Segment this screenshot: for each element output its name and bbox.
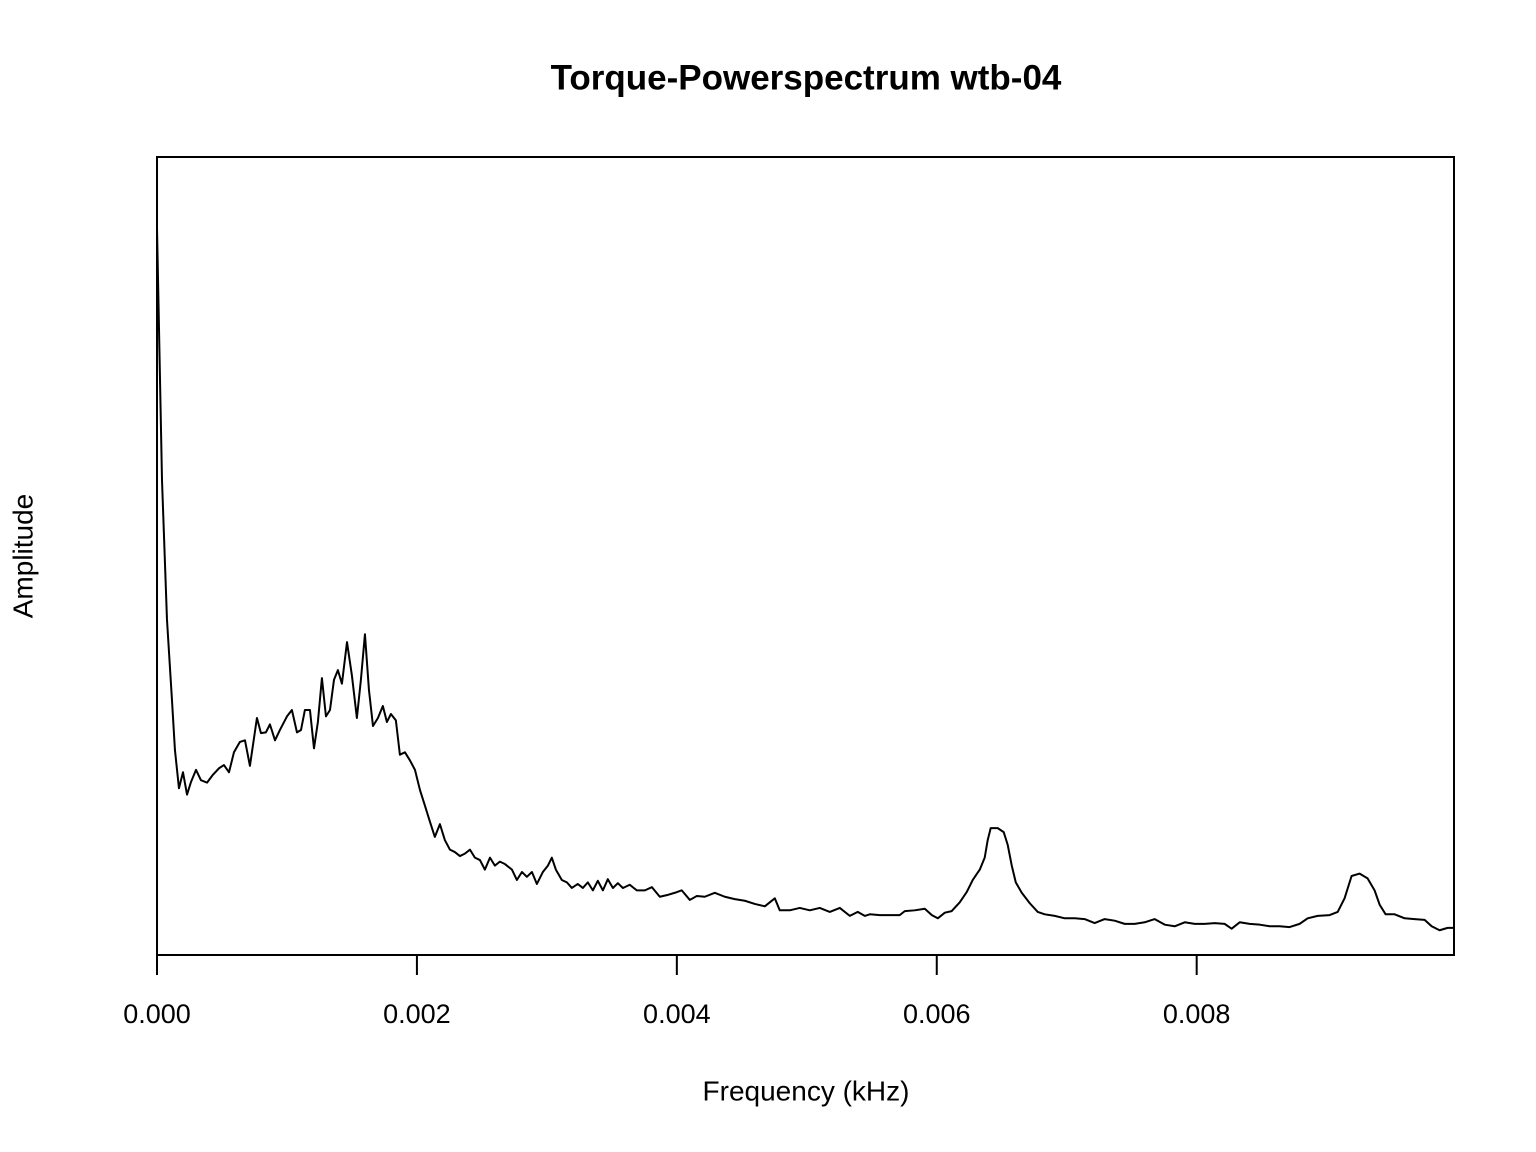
x-tick-label: 0.008	[1163, 999, 1231, 1029]
x-axis-label: Frequency (kHz)	[703, 1075, 910, 1106]
y-axis-label: Amplitude	[7, 494, 38, 619]
spectrum-line	[156, 228, 1454, 932]
x-tick-label: 0.002	[383, 999, 451, 1029]
chart-title: Torque-Powerspectrum wtb-04	[551, 58, 1062, 97]
x-tick-label: 0.006	[903, 999, 971, 1029]
x-tick-label: 0.000	[123, 999, 191, 1029]
plot-frame	[156, 156, 1455, 956]
x-tick-label: 0.004	[643, 999, 711, 1029]
